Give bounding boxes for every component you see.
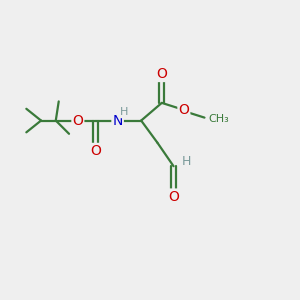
Text: O: O bbox=[168, 190, 179, 203]
Text: H: H bbox=[182, 155, 191, 168]
Text: O: O bbox=[156, 67, 167, 81]
Text: O: O bbox=[178, 103, 189, 117]
Text: O: O bbox=[90, 144, 101, 158]
Text: H: H bbox=[120, 107, 128, 117]
Text: O: O bbox=[72, 114, 83, 128]
Text: N: N bbox=[112, 114, 123, 128]
Text: CH₃: CH₃ bbox=[208, 114, 229, 124]
